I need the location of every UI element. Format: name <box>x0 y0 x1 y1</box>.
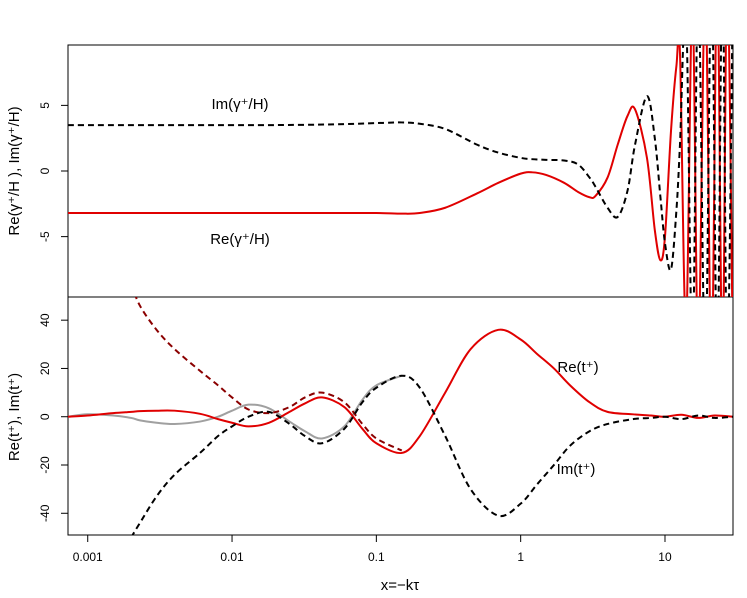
series-label: Im(t⁺) <box>557 461 596 478</box>
y-tick-label: -20 <box>38 456 52 474</box>
series-line <box>68 374 403 440</box>
y-tick-label: 0 <box>38 413 52 420</box>
series-label: Re(γ⁺/H) <box>210 231 270 248</box>
series-line <box>68 45 733 297</box>
y-tick-label: 40 <box>38 313 52 327</box>
y-tick-label: -40 <box>38 504 52 522</box>
series-label: Im(γ⁺/H) <box>211 96 268 113</box>
panel-frame <box>67 296 734 536</box>
y-tick-label: 5 <box>38 102 52 109</box>
x-tick-label: 10 <box>658 550 672 564</box>
x-tick-label: 0.1 <box>368 550 385 564</box>
y-tick-label: 0 <box>38 167 52 174</box>
plot-area <box>68 45 733 297</box>
x-tick-label: 0.001 <box>73 550 103 564</box>
x-tick-label: 1 <box>517 550 524 564</box>
series-line <box>134 297 403 452</box>
series-label: Re(t⁺) <box>557 359 598 376</box>
series-line <box>131 374 733 535</box>
panel-frame <box>67 44 734 298</box>
series-line <box>68 45 733 297</box>
series-line <box>68 328 733 455</box>
plot-area <box>68 297 733 535</box>
y-axis-label: Re(γ⁺/H ), Im(γ⁺/H) <box>6 106 23 235</box>
x-axis-label: x=−kτ <box>381 577 420 594</box>
y-axis-label: Re(t⁺), Im(t⁺) <box>6 373 23 461</box>
x-tick-label: 0.01 <box>220 550 244 564</box>
y-tick-label: -5 <box>38 231 52 242</box>
y-tick-label: 20 <box>38 361 52 375</box>
